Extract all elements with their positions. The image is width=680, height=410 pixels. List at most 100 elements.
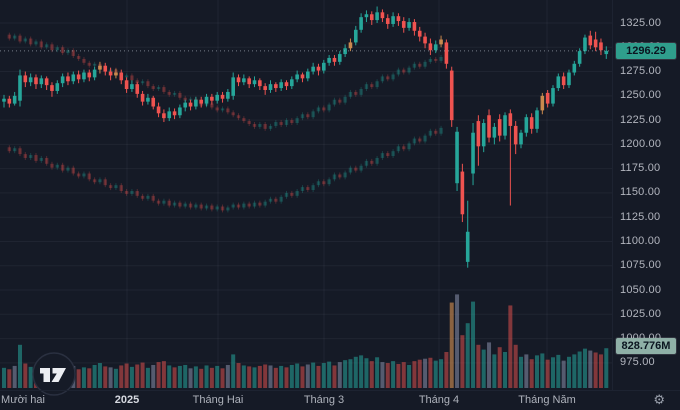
overlay-lower-dim — [316, 181, 321, 186]
overlay-lower-dim — [140, 195, 145, 199]
candle-body — [343, 48, 347, 55]
volume-bar — [28, 366, 33, 388]
overlay-upper-dim — [151, 86, 155, 90]
volume-bar — [577, 351, 582, 388]
overlay-lower-dim — [268, 198, 273, 202]
overlay-lower-dim — [375, 157, 379, 164]
candle-body — [535, 110, 539, 129]
candle-body — [231, 77, 235, 96]
candle-body — [316, 66, 321, 71]
candle-body — [423, 36, 427, 44]
candle-body — [476, 121, 481, 147]
candle-body — [455, 131, 459, 184]
overlay-lower-dim — [322, 181, 326, 185]
overlay-upper-dim — [172, 92, 177, 95]
volume-bar — [407, 364, 412, 388]
candle-body — [295, 74, 299, 80]
candle-body — [369, 14, 374, 21]
time-axis-label[interactable]: Tháng Hai — [192, 394, 244, 406]
overlay-lower-dim — [434, 130, 438, 134]
overlay-lower-dim — [396, 146, 401, 152]
overlay-lower-dim — [23, 154, 28, 158]
volume-bar — [247, 366, 252, 388]
overlay-lower-dim — [242, 203, 246, 208]
time-axis-label[interactable]: 2025 — [114, 394, 140, 406]
volume-bar — [529, 359, 534, 388]
overlay-lower-dim — [44, 157, 49, 164]
volume-bar — [449, 302, 454, 388]
overlay-lower-dim — [391, 151, 395, 157]
candle-body — [188, 102, 193, 107]
volume-bar — [391, 361, 396, 388]
candle-body — [44, 78, 49, 86]
overlay-lower-dim — [359, 165, 363, 171]
overlay-lower-dim — [172, 202, 177, 206]
overlay-upper-dim — [210, 103, 214, 108]
overlay-upper-dim — [226, 108, 230, 113]
overlay-lower-dim — [98, 179, 102, 183]
time-axis-label[interactable]: Mười hai — [1, 394, 45, 406]
candle-body — [508, 113, 513, 126]
candle-body — [151, 97, 156, 107]
overlay-lower-dim — [215, 206, 219, 210]
volume-bar — [465, 323, 470, 388]
chart-plot-area[interactable] — [0, 0, 612, 396]
overlay-upper-dim — [135, 80, 139, 84]
overlay-lower-dim — [151, 195, 155, 201]
volume-bar — [337, 362, 342, 388]
volume-bar — [119, 365, 124, 388]
overlay-lower-dim — [258, 202, 262, 206]
candle-body — [82, 72, 86, 80]
overlay-lower-dim — [194, 204, 198, 208]
volume-bar — [385, 363, 390, 388]
overlay-upper-dim — [327, 104, 331, 111]
candle-body — [146, 97, 150, 102]
overlay-upper-dim — [7, 34, 12, 39]
overlay-upper-dim — [82, 58, 86, 63]
overlay-upper-dim — [407, 67, 411, 73]
overlay-lower-dim — [386, 153, 390, 157]
candle-body — [268, 84, 273, 90]
candle-body — [28, 77, 33, 83]
time-axis-label[interactable]: Tháng 3 — [303, 394, 345, 406]
time-axis[interactable]: Mười hai 2025 Tháng Hai Tháng 3 Tháng 4 Tháng… — [0, 390, 680, 410]
candle-body — [391, 16, 395, 24]
candle-body — [599, 42, 603, 51]
volume-bar — [225, 364, 230, 388]
candle-body — [12, 95, 17, 104]
volume-bar — [343, 360, 348, 388]
overlay-lower-dim — [236, 204, 241, 208]
candlestick-chart-canvas[interactable] — [0, 0, 612, 390]
volume-bar — [2, 367, 6, 388]
tradingview-logo[interactable] — [31, 351, 77, 397]
overlay-upper-dim — [418, 63, 422, 67]
volume-badge: 828.776M — [616, 338, 676, 355]
candle-body — [327, 57, 331, 63]
time-axis-label[interactable]: Tháng 4 — [418, 394, 460, 406]
candle-body — [226, 91, 230, 99]
volume-bar — [550, 357, 555, 388]
overlay-lower-dim — [226, 207, 230, 211]
volume-bar — [364, 358, 369, 388]
volume-bar — [572, 354, 577, 388]
overlay-lower-dim — [87, 173, 91, 180]
candle-body — [215, 94, 219, 101]
volume-bar — [433, 360, 438, 388]
price-tick-label: 1225.00 — [620, 113, 662, 126]
price-axis[interactable]: 1325.001300.001275.001250.001225.001200.… — [612, 0, 680, 390]
candle-body — [401, 21, 406, 28]
price-tick-label: 1200.00 — [620, 137, 662, 150]
volume-bar — [108, 367, 113, 388]
volume-bar — [161, 361, 166, 388]
volume-bar — [252, 367, 257, 388]
overlay-lower-dim — [423, 135, 427, 142]
gear-icon[interactable]: ⚙ — [653, 393, 665, 408]
volume-bar — [268, 365, 273, 388]
volume-bar — [81, 367, 86, 388]
candle-body — [140, 93, 145, 102]
volume-bar — [481, 349, 486, 388]
overlay-upper-dim — [60, 47, 65, 54]
time-axis-label[interactable]: Tháng Năm — [518, 394, 576, 406]
price-tick-label: 1125.00 — [620, 210, 661, 223]
candle-body — [428, 43, 433, 51]
